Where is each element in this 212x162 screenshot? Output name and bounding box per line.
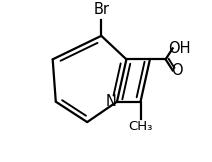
Text: Br: Br	[93, 2, 109, 17]
Text: N: N	[106, 94, 117, 109]
Text: CH₃: CH₃	[128, 120, 153, 133]
Text: OH: OH	[168, 41, 190, 56]
Text: O: O	[171, 63, 182, 78]
